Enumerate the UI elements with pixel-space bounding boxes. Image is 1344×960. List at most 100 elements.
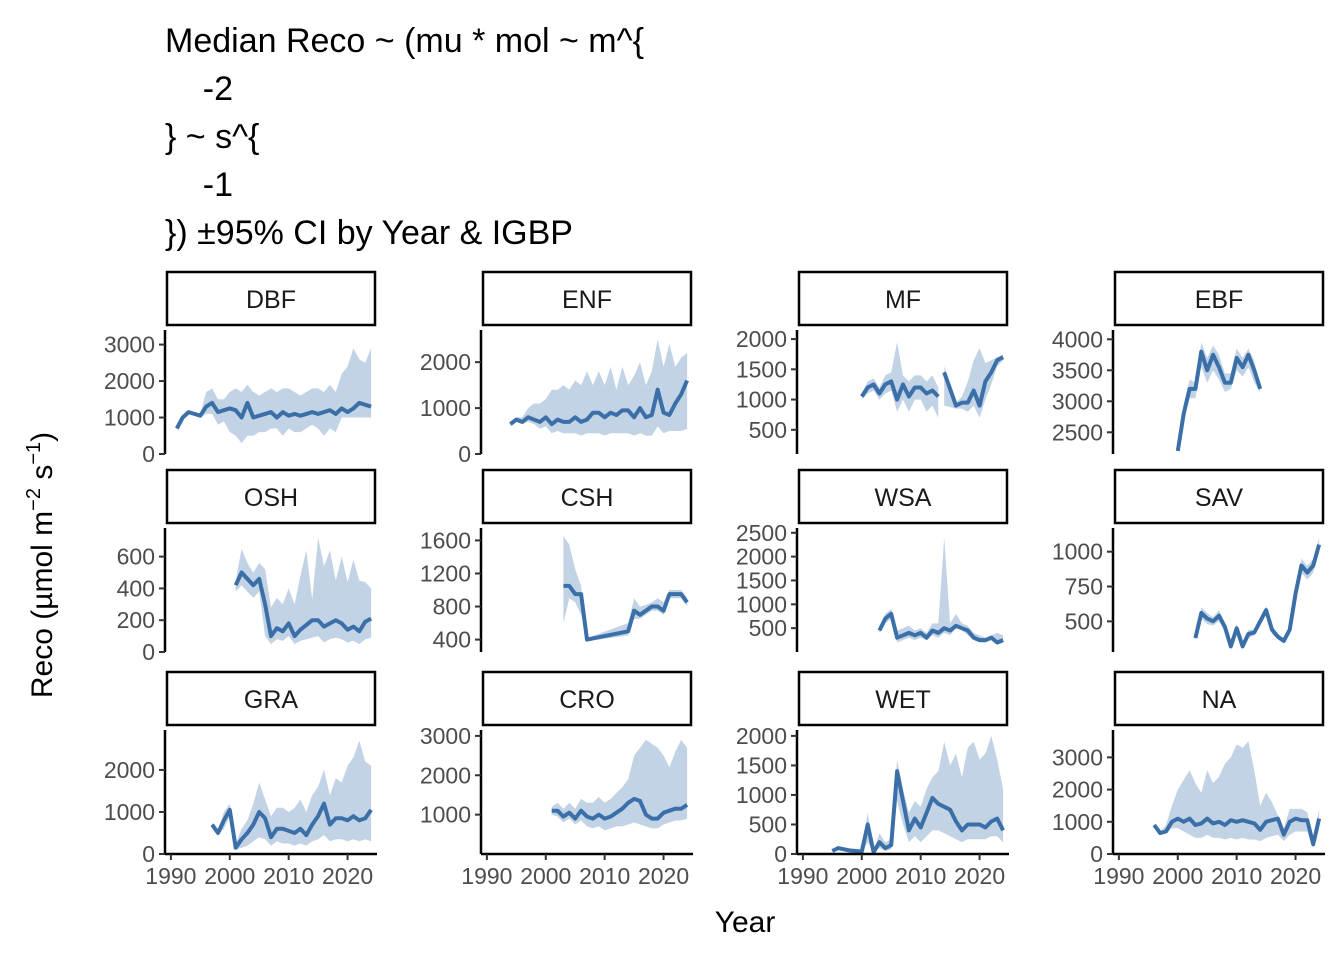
facet-strip xyxy=(1113,270,1325,327)
y-tick-label: 1000 xyxy=(104,405,155,431)
y-tick-label: 1000 xyxy=(420,395,471,421)
facet-strip-label: EBF xyxy=(1195,286,1244,314)
y-axis-label-exp2: −1 xyxy=(23,442,45,465)
facet-strip-label: CRO xyxy=(559,686,615,714)
facet-strip-label: DBF xyxy=(246,286,296,314)
facet-strip-label: OSH xyxy=(244,484,298,512)
y-tick-label: 800 xyxy=(433,594,471,620)
x-tick-label: 2020 xyxy=(1270,863,1321,889)
y-axis-label-base: Reco (µmol m xyxy=(26,511,59,698)
y-tick-label: 3000 xyxy=(1052,744,1103,770)
ci-band xyxy=(861,342,939,418)
x-tick-label: 2010 xyxy=(1211,863,1262,889)
x-tick-label: 2000 xyxy=(836,863,887,889)
facet-strip-label: WSA xyxy=(875,484,932,512)
y-tick-label: 1000 xyxy=(1052,809,1103,835)
x-tick-label: 2000 xyxy=(1152,863,1203,889)
y-tick-label: 600 xyxy=(117,544,155,570)
median-line xyxy=(860,379,940,402)
y-tick-label: 2000 xyxy=(736,326,787,352)
x-tick-label: 2010 xyxy=(895,863,946,889)
facet-panel-dbf: DBF 0 1000 2000 3000 xyxy=(104,270,377,467)
y-axis-label-exp1: −2 xyxy=(23,488,45,511)
facet-strip xyxy=(481,670,693,727)
y-tick-label: 2000 xyxy=(420,349,471,375)
facet-panel-gra: GRA 0 1000 2000 1990 2000 2010 2020 xyxy=(104,670,377,889)
y-tick-label: 1000 xyxy=(736,591,787,617)
x-tick-label: 2000 xyxy=(204,863,255,889)
y-tick-label: 0 xyxy=(458,441,471,467)
y-axis-label-mid: s xyxy=(26,465,59,488)
y-tick-label: 1500 xyxy=(736,567,787,593)
chart-title: Median Reco ~ (mu * mol ~ m^{ -2 } ~ s^{… xyxy=(165,22,644,252)
x-tick-label: 1990 xyxy=(461,863,512,889)
ci-band xyxy=(832,735,1004,853)
x-tick-label: 2000 xyxy=(520,863,571,889)
y-tick-label: 2000 xyxy=(736,544,787,570)
median-line xyxy=(175,400,372,430)
facet-strip xyxy=(1113,468,1325,525)
facet-panel-enf: ENF 0 1000 2000 xyxy=(420,270,693,467)
y-tick-label: 1500 xyxy=(736,752,787,778)
y-tick-label: 2000 xyxy=(1052,777,1103,803)
y-tick-label: 500 xyxy=(749,417,787,443)
y-tick-label: 0 xyxy=(774,841,787,867)
median-line xyxy=(563,583,689,642)
y-tick-label: 3000 xyxy=(420,723,471,749)
y-tick-label: 2500 xyxy=(1052,419,1103,445)
x-tick-label: 2010 xyxy=(579,863,630,889)
x-tick-label: 1990 xyxy=(1093,863,1144,889)
y-tick-label: 400 xyxy=(433,627,471,653)
facet-strip-label: WET xyxy=(875,686,931,714)
y-tick-label: 2000 xyxy=(104,368,155,394)
facet-strip-label: MF xyxy=(885,286,921,314)
facet-strip-label: NA xyxy=(1202,686,1237,714)
facet-panel-mf: MF 500 1000 1500 2000 xyxy=(736,270,1009,454)
ci-band xyxy=(551,739,688,831)
median-line xyxy=(1193,544,1322,649)
facet-panel-na: NA 0 1000 2000 3000 1990 2000 2010 2020 xyxy=(1052,670,1325,889)
y-tick-label: 0 xyxy=(142,639,155,665)
facet-panel-wet: WET 0 500 1000 1500 2000 1990 2000 2010 2020 xyxy=(736,670,1009,889)
facet-strip-label: CSH xyxy=(561,484,614,512)
facet-strip-label: SAV xyxy=(1195,484,1243,512)
facet-panel-osh: OSH 0 200 400 600 xyxy=(117,468,377,665)
y-tick-label: 1500 xyxy=(736,356,787,382)
y-tick-label: 1600 xyxy=(420,527,471,553)
y-tick-label: 2000 xyxy=(104,757,155,783)
y-tick-label: 3000 xyxy=(1052,388,1103,414)
x-tick-label: 1990 xyxy=(777,863,828,889)
chart-title-line: -2 xyxy=(165,70,233,108)
facet-strip xyxy=(165,270,377,327)
median-line xyxy=(942,355,1005,408)
facet-strip xyxy=(481,270,693,327)
facet-strip xyxy=(1113,670,1325,727)
chart-title-line: }) ±95% CI by Year & IGBP xyxy=(165,214,573,252)
ci-band xyxy=(944,348,1004,418)
y-tick-label: 400 xyxy=(117,575,155,601)
x-tick-label: 2020 xyxy=(954,863,1005,889)
y-tick-label: 750 xyxy=(1065,574,1103,600)
facet-panel-cro: CRO 1000 2000 3000 1990 2000 2010 2020 xyxy=(420,670,693,889)
y-tick-label: 500 xyxy=(749,615,787,641)
y-tick-label: 2000 xyxy=(420,762,471,788)
x-axis-label: Year xyxy=(715,906,776,939)
facet-strip xyxy=(797,468,1009,525)
facet-panel-sav: SAV 500 750 1000 xyxy=(1052,468,1325,652)
ci-band xyxy=(879,537,1004,645)
y-tick-label: 500 xyxy=(1065,608,1103,634)
y-axis-label: Reco (µmol m−2 s−1) xyxy=(23,432,59,698)
y-axis-label-close: ) xyxy=(26,432,59,442)
y-tick-label: 2000 xyxy=(736,723,787,749)
facet-strip-label: ENF xyxy=(562,286,612,314)
y-tick-label: 1000 xyxy=(736,782,787,808)
x-tick-label: 2020 xyxy=(322,863,373,889)
ci-band xyxy=(176,348,372,444)
facet-panel-ebf: EBF 2500 3000 3500 4000 xyxy=(1052,270,1325,454)
facet-strip xyxy=(165,468,377,525)
y-tick-label: 3500 xyxy=(1052,357,1103,383)
facet-strip xyxy=(797,670,1009,727)
y-tick-label: 0 xyxy=(142,841,155,867)
